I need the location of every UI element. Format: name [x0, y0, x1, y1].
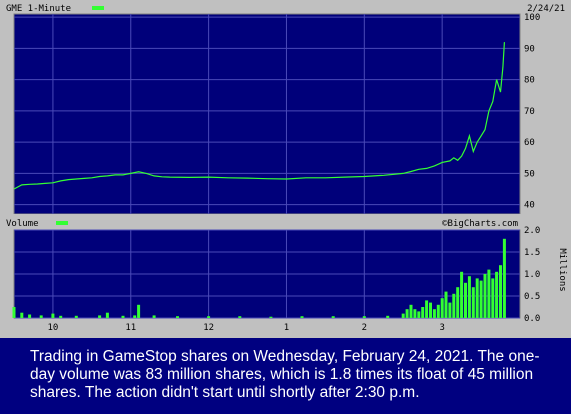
volume-y-tick-label: 0.5 — [524, 292, 540, 302]
volume-bar — [452, 293, 456, 318]
volume-bar — [401, 313, 405, 318]
price-y-axis: 100 90 80 70 60 50 40 — [524, 13, 540, 211]
volume-bar — [362, 316, 366, 318]
x-tick-label: 11 — [125, 323, 136, 333]
volume-bar — [425, 300, 429, 318]
volume-bar — [20, 312, 24, 318]
volume-bar — [152, 315, 156, 318]
volume-bar — [432, 309, 436, 318]
volume-header-bar — [0, 214, 571, 230]
volume-y-axis: 2.0 1.5 1.0 0.5 0.0 — [524, 226, 540, 324]
volume-bar — [176, 316, 179, 318]
price-y-tick-label: 80 — [524, 76, 535, 86]
volume-bar — [429, 302, 432, 318]
volume-bar — [12, 307, 16, 318]
volume-y-tick-label: 1.5 — [524, 248, 540, 258]
volume-bar — [483, 274, 487, 318]
volume-y-tick-label: 1.0 — [524, 270, 540, 280]
volume-bar — [491, 278, 495, 318]
price-y-tick-label: 60 — [524, 138, 535, 148]
x-axis: 10 11 12 1 2 3 — [48, 323, 445, 333]
volume-bar — [499, 265, 502, 318]
volume-bar — [238, 316, 242, 318]
price-grid — [14, 14, 520, 214]
volume-bar — [121, 315, 125, 318]
volume-bar — [413, 309, 417, 318]
volume-bar — [105, 312, 109, 318]
x-tick-label: 1 — [284, 323, 289, 333]
volume-bar — [300, 316, 304, 318]
volume-bar — [475, 278, 479, 318]
volume-bar — [479, 280, 483, 318]
volume-bar — [444, 291, 448, 318]
volume-bar — [421, 307, 425, 318]
volume-bar — [456, 287, 460, 318]
volume-bars — [12, 238, 506, 318]
price-plot-area — [13, 13, 521, 215]
volume-label: Volume — [6, 219, 39, 229]
volume-bar — [39, 315, 43, 318]
x-tick-label: 10 — [48, 323, 59, 333]
volume-bar — [74, 315, 78, 318]
volume-unit-label: Millions — [557, 248, 567, 291]
bigcharts-credit: ©BigCharts.com — [442, 219, 518, 229]
price-y-tick-label: 50 — [524, 169, 535, 179]
volume-bar — [440, 298, 444, 318]
volume-bar — [467, 276, 471, 318]
volume-bar — [487, 269, 491, 318]
price-y-tick-label: 90 — [524, 44, 535, 54]
chart: GME 1-Minute 2/24/21 100 90 80 70 60 50 40 Vol… — [0, 0, 571, 338]
volume-bar — [207, 316, 211, 318]
price-line — [13, 42, 505, 190]
volume-bar — [51, 313, 55, 318]
volume-bar — [495, 271, 499, 318]
volume-bar — [331, 316, 335, 318]
x-tick-label: 12 — [203, 323, 214, 333]
volume-bar — [417, 311, 421, 318]
volume-bar — [269, 316, 273, 318]
volume-bar — [98, 315, 102, 318]
volume-bar — [133, 315, 137, 318]
caption: Trading in GameStop shares on Wednesday,… — [0, 338, 571, 414]
volume-y-tick-label: 0.0 — [524, 314, 540, 324]
price-y-tick-label: 100 — [524, 13, 540, 23]
symbol-label: GME 1-Minute — [6, 4, 71, 14]
chart-date: 2/24/21 — [527, 4, 565, 14]
volume-bar — [471, 287, 475, 318]
legend-swatch-volume — [56, 221, 68, 225]
price-y-tick-label: 40 — [524, 201, 535, 211]
volume-y-tick-label: 2.0 — [524, 226, 540, 236]
volume-bar — [448, 302, 452, 318]
price-y-tick-label: 70 — [524, 107, 535, 117]
volume-bar — [137, 304, 141, 318]
volume-bar — [405, 309, 409, 318]
volume-bar — [409, 304, 413, 318]
x-tick-label: 3 — [439, 323, 444, 333]
volume-bar — [502, 238, 506, 318]
volume-bar — [464, 282, 467, 318]
volume-bar — [28, 314, 32, 318]
volume-bar — [436, 304, 440, 318]
header-bar — [0, 0, 571, 14]
legend-swatch-price — [92, 6, 104, 10]
volume-bar — [460, 271, 464, 318]
volume-bar — [59, 315, 63, 318]
volume-bar — [386, 315, 390, 318]
x-tick-label: 2 — [362, 323, 367, 333]
